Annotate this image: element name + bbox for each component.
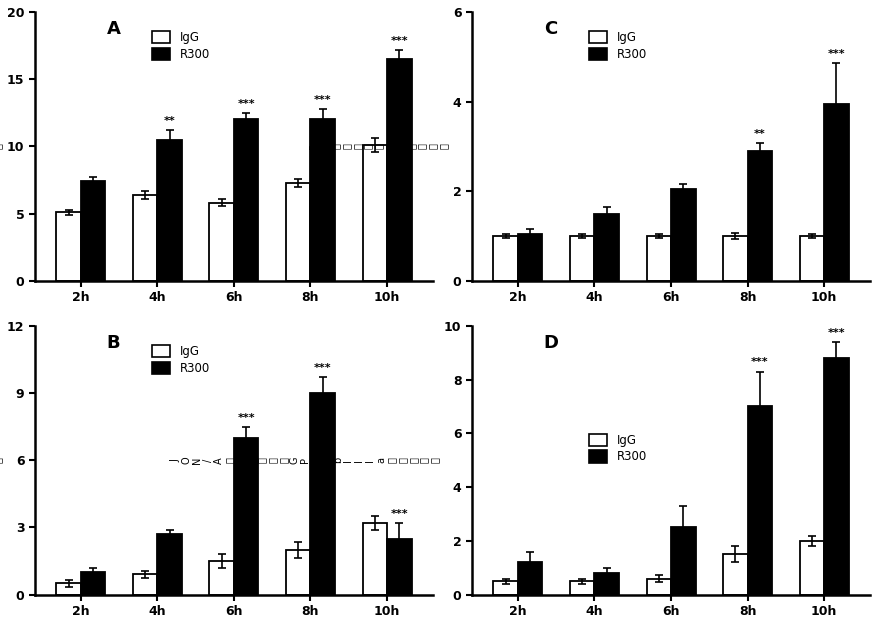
Y-axis label: 绒
绒
绒
太
化
血
小
板
占
比: 绒 绒 绒 太 化 血 小 板 占 比 — [0, 143, 3, 149]
Y-axis label: J
O
N
/
A
表
达
活
化
构
型
G
P
I
I
b
I
I
I
a
血
小
板
占
比: J O N / A 表 达 活 化 构 型 G P I I b I I I a … — [171, 456, 440, 464]
Bar — [723, 554, 747, 594]
Bar — [646, 236, 671, 281]
Bar — [81, 181, 105, 281]
Bar — [646, 579, 671, 594]
Text: ***: *** — [751, 357, 768, 367]
Bar — [234, 119, 259, 281]
Bar — [310, 393, 335, 594]
Bar — [157, 534, 182, 594]
Bar — [234, 438, 259, 594]
Bar — [56, 584, 81, 594]
Bar — [132, 574, 157, 594]
Bar — [132, 195, 157, 281]
Bar — [824, 104, 849, 281]
Bar — [723, 236, 747, 281]
Text: ***: *** — [238, 412, 255, 422]
Bar — [800, 541, 824, 594]
Y-axis label: 绒
血
纤
番
阳
性
血
小
板
占
比: 绒 血 纤 番 阳 性 血 小 板 占 比 — [0, 458, 3, 463]
Y-axis label: P
选
择
素
表
达
阳
性
血
小
板
占
比: P 选 择 素 表 达 阳 性 血 小 板 占 比 — [309, 143, 449, 149]
Bar — [286, 182, 310, 281]
Bar — [56, 213, 81, 281]
Text: ***: *** — [828, 328, 845, 338]
Bar — [387, 539, 411, 594]
Legend: IgG, R300: IgG, R300 — [153, 31, 210, 61]
Bar — [671, 528, 695, 594]
Bar — [210, 202, 234, 281]
Text: **: ** — [164, 116, 175, 126]
Bar — [671, 189, 695, 281]
Bar — [494, 581, 518, 594]
Text: ***: *** — [390, 509, 408, 519]
Bar — [518, 562, 542, 594]
Bar — [595, 214, 619, 281]
Text: ***: *** — [828, 49, 845, 59]
Bar — [570, 581, 595, 594]
Legend: IgG, R300: IgG, R300 — [153, 345, 210, 375]
Text: ***: *** — [314, 94, 332, 104]
Text: ***: *** — [238, 99, 255, 109]
Bar — [518, 234, 542, 281]
Text: B: B — [106, 334, 120, 352]
Text: D: D — [544, 334, 559, 352]
Bar — [800, 236, 824, 281]
Bar — [362, 145, 387, 281]
Bar — [362, 523, 387, 594]
Bar — [286, 550, 310, 594]
Legend: IgG, R300: IgG, R300 — [589, 31, 646, 61]
Text: ***: *** — [314, 363, 332, 373]
Text: C: C — [544, 20, 557, 38]
Bar — [747, 151, 772, 281]
Bar — [310, 119, 335, 281]
Bar — [595, 573, 619, 594]
Bar — [824, 358, 849, 594]
Bar — [157, 139, 182, 281]
Text: **: ** — [754, 129, 766, 139]
Bar — [387, 59, 411, 281]
Bar — [570, 236, 595, 281]
Text: ***: *** — [390, 36, 408, 46]
Bar — [494, 236, 518, 281]
Text: A: A — [106, 20, 120, 38]
Bar — [747, 406, 772, 594]
Bar — [81, 572, 105, 594]
Bar — [210, 561, 234, 594]
Legend: IgG, R300: IgG, R300 — [589, 434, 646, 464]
